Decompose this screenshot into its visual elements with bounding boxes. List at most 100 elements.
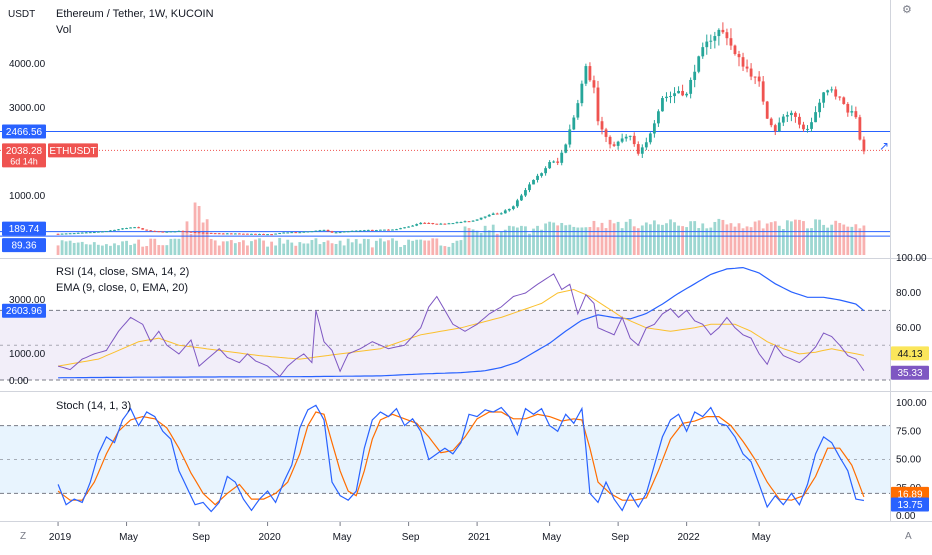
stoch-lines xyxy=(57,404,865,513)
candle-body xyxy=(278,233,282,235)
volume-bar xyxy=(467,227,471,255)
volume-bar xyxy=(270,241,274,255)
volume-bar xyxy=(306,243,310,255)
candle-body xyxy=(745,66,749,69)
candle-body xyxy=(515,200,519,207)
zoom-button[interactable]: Z xyxy=(20,531,26,542)
candle-body xyxy=(56,233,60,235)
candle-body xyxy=(298,232,302,234)
stoch-tick-label: 0.00 xyxy=(896,511,916,522)
candle-body xyxy=(789,112,793,116)
candle-body xyxy=(652,123,656,134)
volume-bar xyxy=(165,245,169,255)
volume-bar xyxy=(507,225,511,255)
candle-body xyxy=(536,175,539,180)
rsi-ma-line xyxy=(58,288,864,367)
volume-bar xyxy=(60,240,64,255)
candle-body xyxy=(177,230,181,232)
volume-bar xyxy=(600,222,604,255)
volume-bar xyxy=(451,242,455,255)
candle-body xyxy=(657,111,660,124)
volume-bar xyxy=(588,227,592,255)
candle-body xyxy=(354,230,358,232)
volume-bar xyxy=(693,221,697,255)
volume-bar xyxy=(354,239,358,255)
candle-body xyxy=(596,87,600,122)
volume-bar xyxy=(798,219,801,255)
volume-bar xyxy=(568,224,572,255)
candle-body xyxy=(439,223,443,225)
candle-body xyxy=(556,161,560,163)
time-tick-label: Sep xyxy=(402,532,420,543)
volume-bar xyxy=(806,228,809,255)
volume-bar xyxy=(96,244,100,255)
volume-bar xyxy=(64,241,68,255)
candle-body xyxy=(701,47,705,57)
candle-body xyxy=(221,233,225,235)
candle-body xyxy=(189,231,193,233)
candle-body xyxy=(673,93,676,97)
volume-bar xyxy=(838,222,842,255)
gear-icon[interactable]: ⚙ xyxy=(902,4,912,16)
volume-bar xyxy=(80,241,84,255)
candle-body xyxy=(96,231,100,233)
volume-bar xyxy=(113,243,116,255)
candle-body xyxy=(822,92,826,103)
volume-bar xyxy=(741,228,745,255)
candle-body xyxy=(193,231,197,233)
volume-bar xyxy=(818,219,821,255)
candle-body xyxy=(181,230,185,232)
volume-bar xyxy=(636,228,640,255)
candle-body xyxy=(802,124,805,130)
candle-body xyxy=(580,83,584,104)
volume-bar xyxy=(447,246,451,255)
candle-body xyxy=(399,228,402,230)
volume-bar xyxy=(125,240,128,255)
volume-bar xyxy=(572,226,576,255)
volume-bar xyxy=(117,245,120,255)
candle-body xyxy=(173,231,177,233)
candle-body xyxy=(584,66,588,84)
candle-body xyxy=(503,210,507,214)
volume-bar xyxy=(121,241,124,255)
rsi-tick-label: 100.00 xyxy=(896,253,927,264)
candle-body xyxy=(564,144,568,153)
volume-bar xyxy=(338,240,342,255)
volume-bar xyxy=(548,221,552,255)
candle-body xyxy=(165,231,169,233)
chart-title: Ethereum / Tether, 1W, KUCOIN xyxy=(56,8,214,20)
volume-bar xyxy=(213,240,217,255)
volume-bar xyxy=(729,223,733,255)
volume-bar xyxy=(479,232,483,255)
volume-bar xyxy=(665,223,668,255)
volume-bar xyxy=(346,238,350,255)
candle-body xyxy=(737,54,741,58)
candle-body xyxy=(777,122,781,132)
candle-body xyxy=(282,232,286,234)
candle-body xyxy=(185,231,189,233)
ema-label: EMA (9, close, 0, EMA, 20) xyxy=(56,282,188,294)
volume-bar xyxy=(443,246,447,255)
volume-bar xyxy=(233,243,237,255)
candle-body xyxy=(608,136,612,145)
auto-scale-button[interactable]: A xyxy=(905,531,912,542)
volume-bar xyxy=(229,240,233,255)
volume-bar xyxy=(258,238,261,255)
candle-body xyxy=(713,36,717,41)
time-tick-label: Sep xyxy=(611,532,629,543)
candle-body xyxy=(677,90,680,94)
volume-bar xyxy=(274,245,278,255)
volume-bar xyxy=(383,241,386,255)
volume-bar xyxy=(278,237,282,255)
volume-bar xyxy=(685,227,689,255)
candle-body xyxy=(266,234,269,236)
volume-bar xyxy=(616,221,620,255)
volume-bar xyxy=(153,238,157,255)
candle-body xyxy=(447,223,451,225)
volume-bar xyxy=(217,245,221,255)
candle-body xyxy=(592,80,596,88)
volume-bar xyxy=(640,225,644,255)
